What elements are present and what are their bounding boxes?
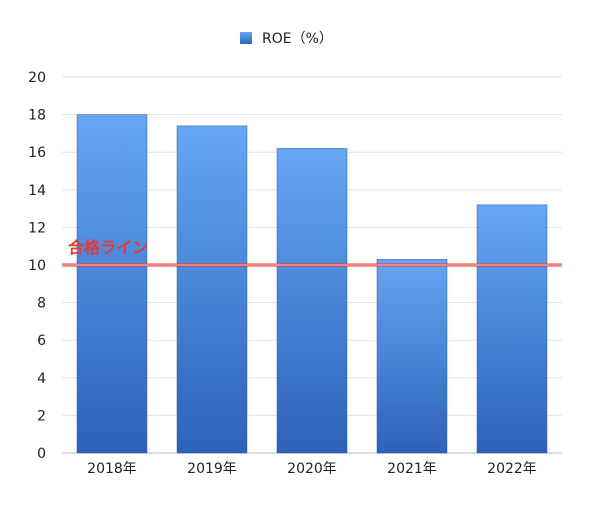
- y-tick-label: 14: [28, 183, 46, 199]
- bar: [476, 204, 548, 454]
- legend-label: ROE（%）: [262, 31, 333, 47]
- x-category-label: 2018年: [87, 461, 137, 477]
- y-tick-label: 20: [28, 70, 46, 86]
- bar: [176, 125, 248, 454]
- y-tick-label: 10: [28, 258, 46, 274]
- y-tick-label: 18: [28, 108, 46, 124]
- x-category-label: 2021年: [387, 461, 437, 477]
- y-tick-label: 0: [37, 446, 46, 462]
- x-category-label: 2019年: [187, 461, 237, 477]
- bar: [276, 148, 348, 454]
- reference-line-group: 合格ライン: [62, 238, 562, 267]
- y-axis-ticks: 0 2 4 6 8 10 12 14 16 18 20: [28, 70, 46, 462]
- y-tick-label: 4: [37, 371, 46, 387]
- bars: [76, 114, 548, 454]
- y-tick-label: 2: [37, 408, 46, 424]
- y-tick-label: 8: [37, 296, 46, 312]
- legend: ROE（%）: [240, 31, 333, 47]
- y-tick-label: 12: [28, 220, 46, 236]
- y-tick-label: 6: [37, 333, 46, 349]
- x-axis-labels: 2018年 2019年 2020年 2021年 2022年: [87, 461, 537, 477]
- x-category-label: 2022年: [487, 461, 537, 477]
- x-category-label: 2020年: [287, 461, 337, 477]
- bar: [76, 114, 148, 454]
- y-tick-label: 16: [28, 145, 46, 161]
- legend-swatch: [240, 32, 252, 44]
- reference-line-label: 合格ライン: [68, 238, 148, 257]
- bar: [376, 259, 448, 454]
